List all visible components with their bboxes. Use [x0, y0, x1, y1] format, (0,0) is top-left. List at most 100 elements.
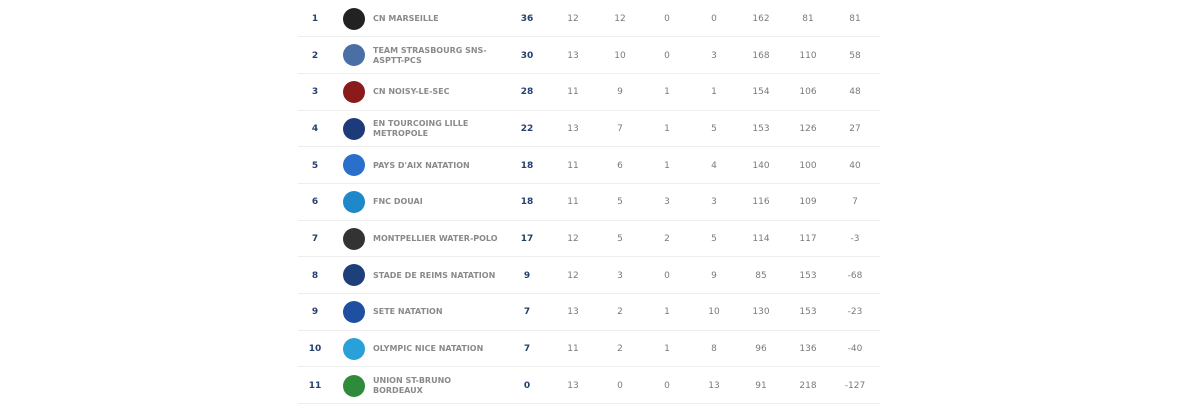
rank: 10 — [308, 344, 322, 355]
rank: 8 — [311, 270, 319, 281]
drawn: 0 — [664, 50, 670, 61]
rank: 9 — [311, 307, 319, 318]
lost: 1 — [711, 87, 717, 98]
drawn: 0 — [664, 270, 670, 281]
won: 10 — [614, 50, 626, 61]
lost: 0 — [711, 13, 717, 24]
rank: 7 — [311, 234, 319, 245]
won: 3 — [617, 270, 623, 281]
drawn: 2 — [664, 234, 670, 245]
drawn: 3 — [664, 197, 670, 208]
drawn: 1 — [664, 307, 670, 318]
points: 9 — [523, 270, 531, 281]
goal-diff: -23 — [847, 307, 863, 318]
drawn: 1 — [664, 344, 670, 355]
points: 7 — [523, 344, 531, 355]
rank: 5 — [311, 160, 319, 171]
team-name: STADE DE REIMS NATATION — [373, 270, 496, 280]
team-logo — [343, 80, 365, 103]
drawn: 0 — [664, 380, 670, 391]
table-row: UNION ST-BRUNO BORDEAUX 11 0 13 0 0 13 91 218 -12… — [298, 368, 880, 405]
goals-against: 218 — [799, 380, 817, 391]
played: 13 — [567, 50, 579, 61]
team-logo — [343, 264, 365, 287]
goal-diff: 40 — [849, 160, 861, 171]
team-logo — [343, 301, 365, 324]
played: 11 — [567, 160, 579, 171]
team-name: TEAM STRASBOURG SNS-ASPTT-PCS — [373, 45, 487, 65]
rank: 4 — [311, 123, 319, 134]
points: 7 — [523, 307, 531, 318]
won: 7 — [617, 123, 623, 134]
goals-for: 130 — [752, 307, 770, 318]
goal-diff: 81 — [849, 13, 861, 24]
goal-diff: 7 — [852, 197, 858, 208]
goals-against: 117 — [799, 234, 817, 245]
team-name: OLYMPIC NICE NATATION — [373, 344, 484, 354]
won: 9 — [617, 87, 623, 98]
goals-against: 109 — [799, 197, 817, 208]
team-logo — [343, 191, 365, 213]
goals-against: 81 — [802, 13, 814, 24]
points: 18 — [520, 160, 534, 171]
goals-for: 91 — [755, 380, 767, 391]
won: 5 — [617, 234, 623, 245]
goal-diff: 58 — [849, 50, 861, 61]
team-logo — [343, 374, 365, 397]
goals-against: 110 — [799, 50, 817, 61]
won: 5 — [617, 197, 623, 208]
points: 0 — [523, 380, 531, 391]
played: 11 — [567, 87, 579, 98]
team-name: FNC DOUAI — [373, 197, 423, 207]
goals-for: 154 — [752, 87, 770, 98]
table-row: FNC DOUAI 6 18 11 5 3 3 116 109 7 — [298, 184, 880, 221]
lost: 10 — [708, 307, 720, 318]
rank: 11 — [308, 380, 322, 391]
goals-for: 96 — [755, 344, 767, 355]
played: 13 — [567, 307, 579, 318]
standings-table: CN MARSEILLE 1 36 12 12 0 0 162 81 81 TEAM STRASBO… — [298, 0, 880, 406]
team-logo — [343, 117, 365, 140]
played: 13 — [567, 123, 579, 134]
table-row: SETE NATATION 9 7 13 2 1 10 130 153 -23 — [298, 294, 880, 331]
lost: 3 — [711, 50, 717, 61]
team-name: CN MARSEILLE — [373, 13, 439, 23]
won: 2 — [617, 344, 623, 355]
won: 6 — [617, 160, 623, 171]
goals-against: 126 — [799, 123, 817, 134]
won: 12 — [614, 13, 626, 24]
lost: 3 — [711, 197, 717, 208]
points: 22 — [520, 123, 534, 134]
lost: 4 — [711, 160, 717, 171]
team-logo — [343, 154, 365, 177]
goal-diff: -68 — [847, 270, 863, 281]
played: 12 — [567, 270, 579, 281]
played: 11 — [567, 344, 579, 355]
team-name: MONTPELLIER WATER-POLO — [373, 234, 498, 244]
drawn: 1 — [664, 87, 670, 98]
lost: 5 — [711, 234, 717, 245]
lost: 5 — [711, 123, 717, 134]
points: 30 — [520, 50, 534, 61]
goal-diff: -40 — [847, 344, 863, 355]
table-row: CN NOISY-LE-SEC 3 28 11 9 1 1 154 106 48 — [298, 74, 880, 111]
team-name: UNION ST-BRUNO BORDEAUX — [373, 375, 452, 395]
lost: 13 — [708, 380, 720, 391]
team-name: EN TOURCOING LILLE METROPOLE — [373, 118, 469, 138]
goals-for: 85 — [755, 270, 767, 281]
team-name: SETE NATATION — [373, 307, 443, 317]
goals-for: 140 — [752, 160, 770, 171]
points: 17 — [520, 234, 534, 245]
won: 2 — [617, 307, 623, 318]
table-row: CN MARSEILLE 1 36 12 12 0 0 162 81 81 — [298, 1, 880, 38]
played: 12 — [567, 13, 579, 24]
rank: 1 — [311, 13, 319, 24]
goal-diff: 48 — [849, 87, 861, 98]
won: 0 — [617, 380, 623, 391]
team-logo — [343, 337, 365, 360]
goals-for: 114 — [752, 234, 770, 245]
goal-diff: -3 — [850, 234, 860, 245]
points: 28 — [520, 87, 534, 98]
table-row: EN TOURCOING LILLE METROPOLE 4 22 13 7 1 5 153 1… — [298, 111, 880, 148]
